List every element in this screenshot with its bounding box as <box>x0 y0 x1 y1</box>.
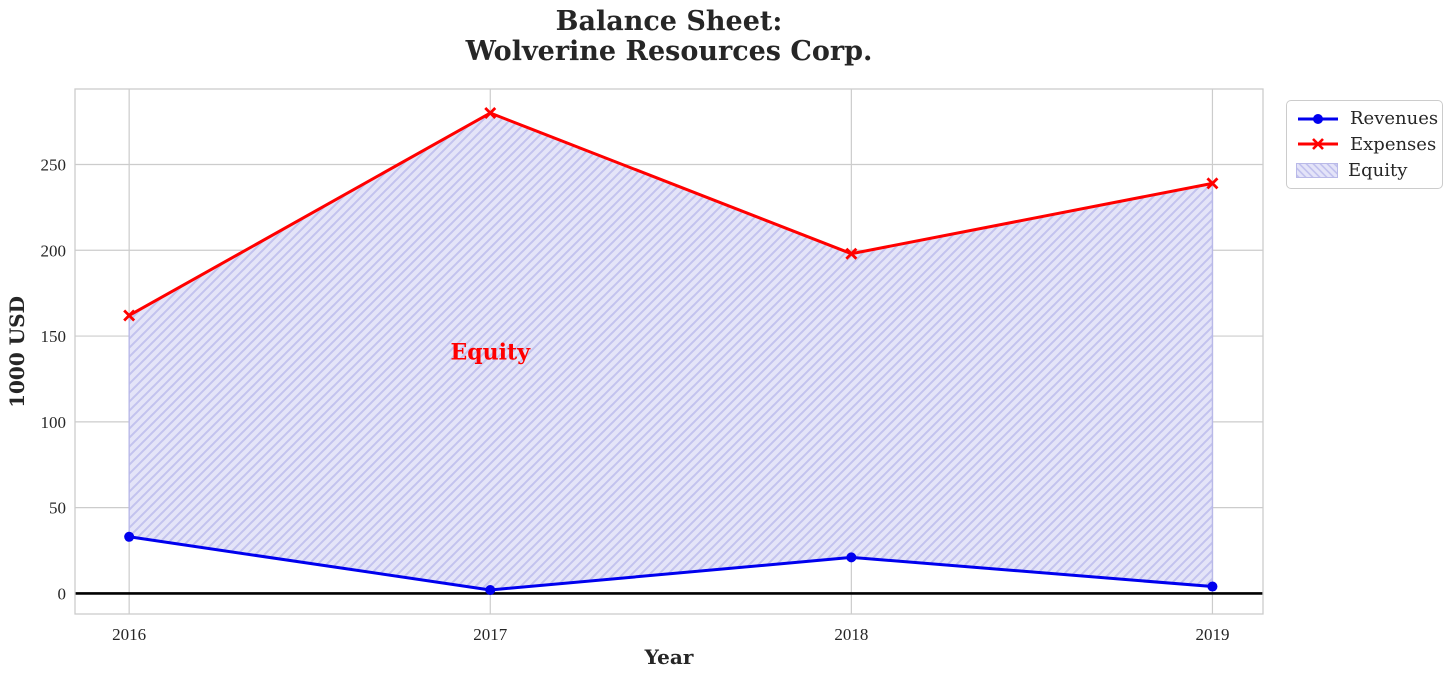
expenses-marker <box>845 247 858 260</box>
chart-title-line2: Wolverine Resources Corp. <box>465 36 873 67</box>
series-markers <box>123 107 1219 595</box>
legend-item-expenses: Expenses <box>1296 132 1436 157</box>
expenses-marker <box>1206 177 1219 190</box>
axes-border <box>74 88 1264 615</box>
legend-label-equity: Equity <box>1348 159 1408 181</box>
xtick-label-2018: 2018 <box>834 625 868 644</box>
legend-label-revenues: Revenues <box>1350 108 1439 130</box>
equity-label-text: Equity <box>451 340 532 366</box>
expenses-marker <box>123 309 136 322</box>
chart-title: Balance Sheet: Wolverine Resources Corp. <box>0 7 1338 67</box>
revenues-marker <box>124 531 135 542</box>
xtick-label-2017: 2017 <box>473 625 508 644</box>
chart-title-line1: Balance Sheet: <box>555 6 783 37</box>
revenues-line-icon <box>1298 113 1338 124</box>
tick-labels: 0 50 100 150 200 250 2016 2017 2018 2019 <box>41 155 1230 644</box>
y-axis-label: 1000 USD <box>5 296 29 408</box>
ytick-label-100: 100 <box>41 413 67 432</box>
legend-label-expenses: Expenses <box>1350 133 1437 155</box>
expenses-line-icon <box>1298 138 1338 151</box>
ytick-label-150: 150 <box>41 327 67 346</box>
x-axis-label: Year <box>644 645 694 669</box>
revenues-marker <box>846 552 857 563</box>
ytick-label-250: 250 <box>41 155 67 174</box>
ytick-label-0: 0 <box>58 584 67 603</box>
equity-hatch-icon <box>1296 162 1338 178</box>
legend-item-equity: Equity <box>1296 158 1436 183</box>
series-lines <box>127 111 1214 592</box>
xtick-label-2016: 2016 <box>112 625 146 644</box>
expenses-line <box>127 111 1214 317</box>
axes-spines <box>74 88 1264 615</box>
revenues-line <box>127 535 1214 592</box>
ytick-label-200: 200 <box>41 241 67 260</box>
expenses-marker <box>484 107 497 120</box>
legend-item-revenues: Revenues <box>1296 106 1439 131</box>
ytick-label-50: 50 <box>49 499 66 518</box>
revenues-marker <box>1207 581 1218 592</box>
xtick-label-2019: 2019 <box>1195 625 1229 644</box>
legend: Revenues Expenses Equity <box>1286 100 1443 189</box>
equity-annotation: Equity <box>451 340 532 366</box>
revenues-marker <box>485 584 496 595</box>
